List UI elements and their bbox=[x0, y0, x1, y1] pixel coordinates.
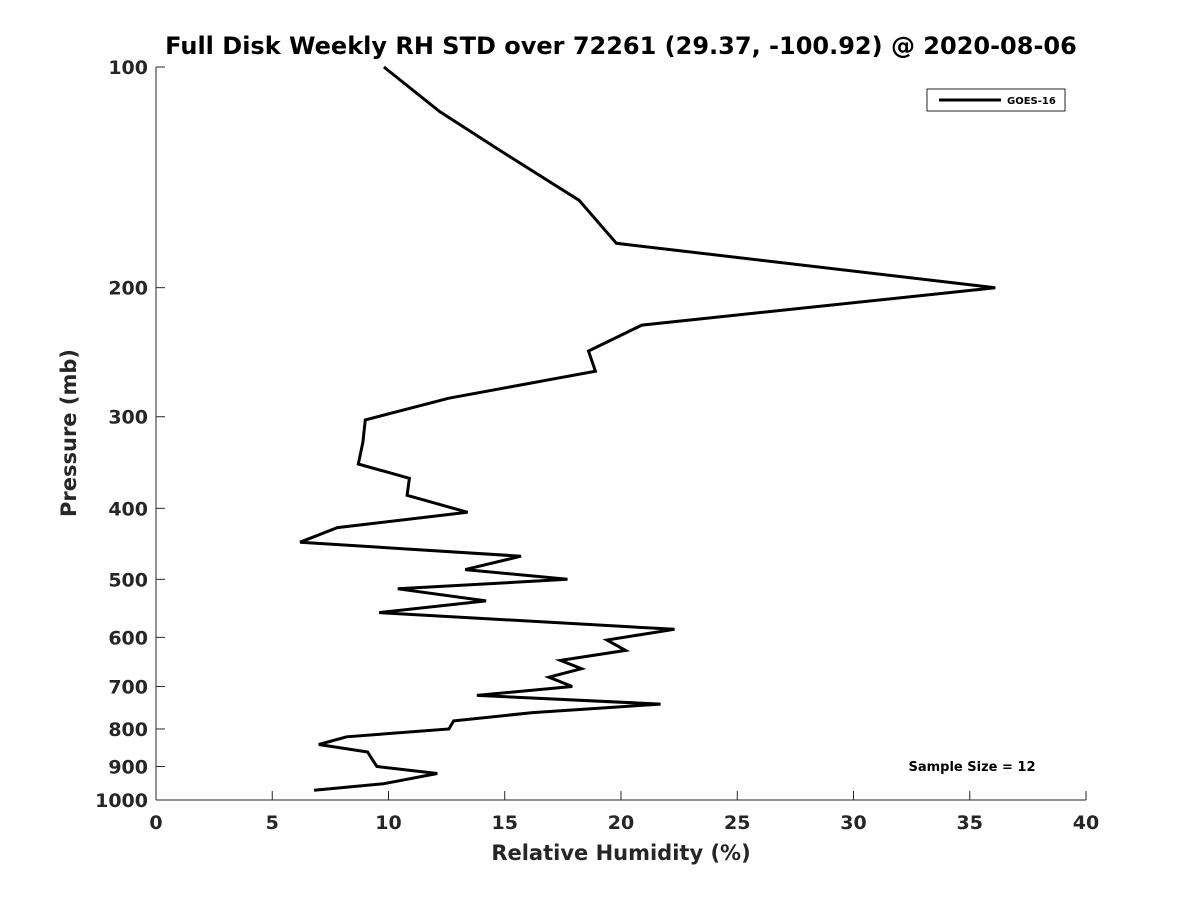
x-tick-label: 15 bbox=[492, 812, 518, 834]
series-line-goes16 bbox=[299, 65, 996, 792]
x-tick-label: 40 bbox=[1073, 812, 1099, 834]
sample-size-annotation: Sample Size = 12 bbox=[908, 760, 1035, 775]
axes: 0 5 10 15 20 25 30 35 40 100 200 300 400 500 600 700 800… bbox=[95, 57, 1099, 834]
y-axis-label: Pressure (mb) bbox=[57, 349, 81, 517]
y-tick-label: 300 bbox=[108, 407, 148, 429]
y-tick-label: 400 bbox=[108, 498, 148, 520]
y-tick-label: 200 bbox=[108, 278, 148, 300]
x-axis-label: Relative Humidity (%) bbox=[491, 841, 750, 865]
y-tick-label: 500 bbox=[108, 569, 148, 591]
x-tick-label: 35 bbox=[957, 812, 983, 834]
y-tick-label: 100 bbox=[108, 57, 148, 79]
plot-area bbox=[156, 67, 1086, 800]
legend-label: GOES-16 bbox=[1007, 96, 1056, 107]
x-tick-label: 5 bbox=[266, 812, 279, 834]
series-layer bbox=[299, 65, 996, 792]
y-tick-label: 1000 bbox=[95, 790, 148, 812]
y-tick-label: 900 bbox=[108, 756, 148, 778]
x-tick-label: 0 bbox=[149, 812, 162, 834]
y-tick-label: 600 bbox=[108, 627, 148, 649]
x-tick-label: 20 bbox=[608, 812, 634, 834]
legend: GOES-16 bbox=[926, 88, 1066, 112]
y-tick-label: 700 bbox=[108, 676, 148, 698]
x-tick-label: 30 bbox=[840, 812, 866, 834]
x-tick-label: 25 bbox=[724, 812, 750, 834]
y-tick-label: 800 bbox=[108, 719, 148, 741]
x-tick-label: 10 bbox=[375, 812, 401, 834]
chart-title: Full Disk Weekly RH STD over 72261 (29.3… bbox=[165, 32, 1077, 60]
